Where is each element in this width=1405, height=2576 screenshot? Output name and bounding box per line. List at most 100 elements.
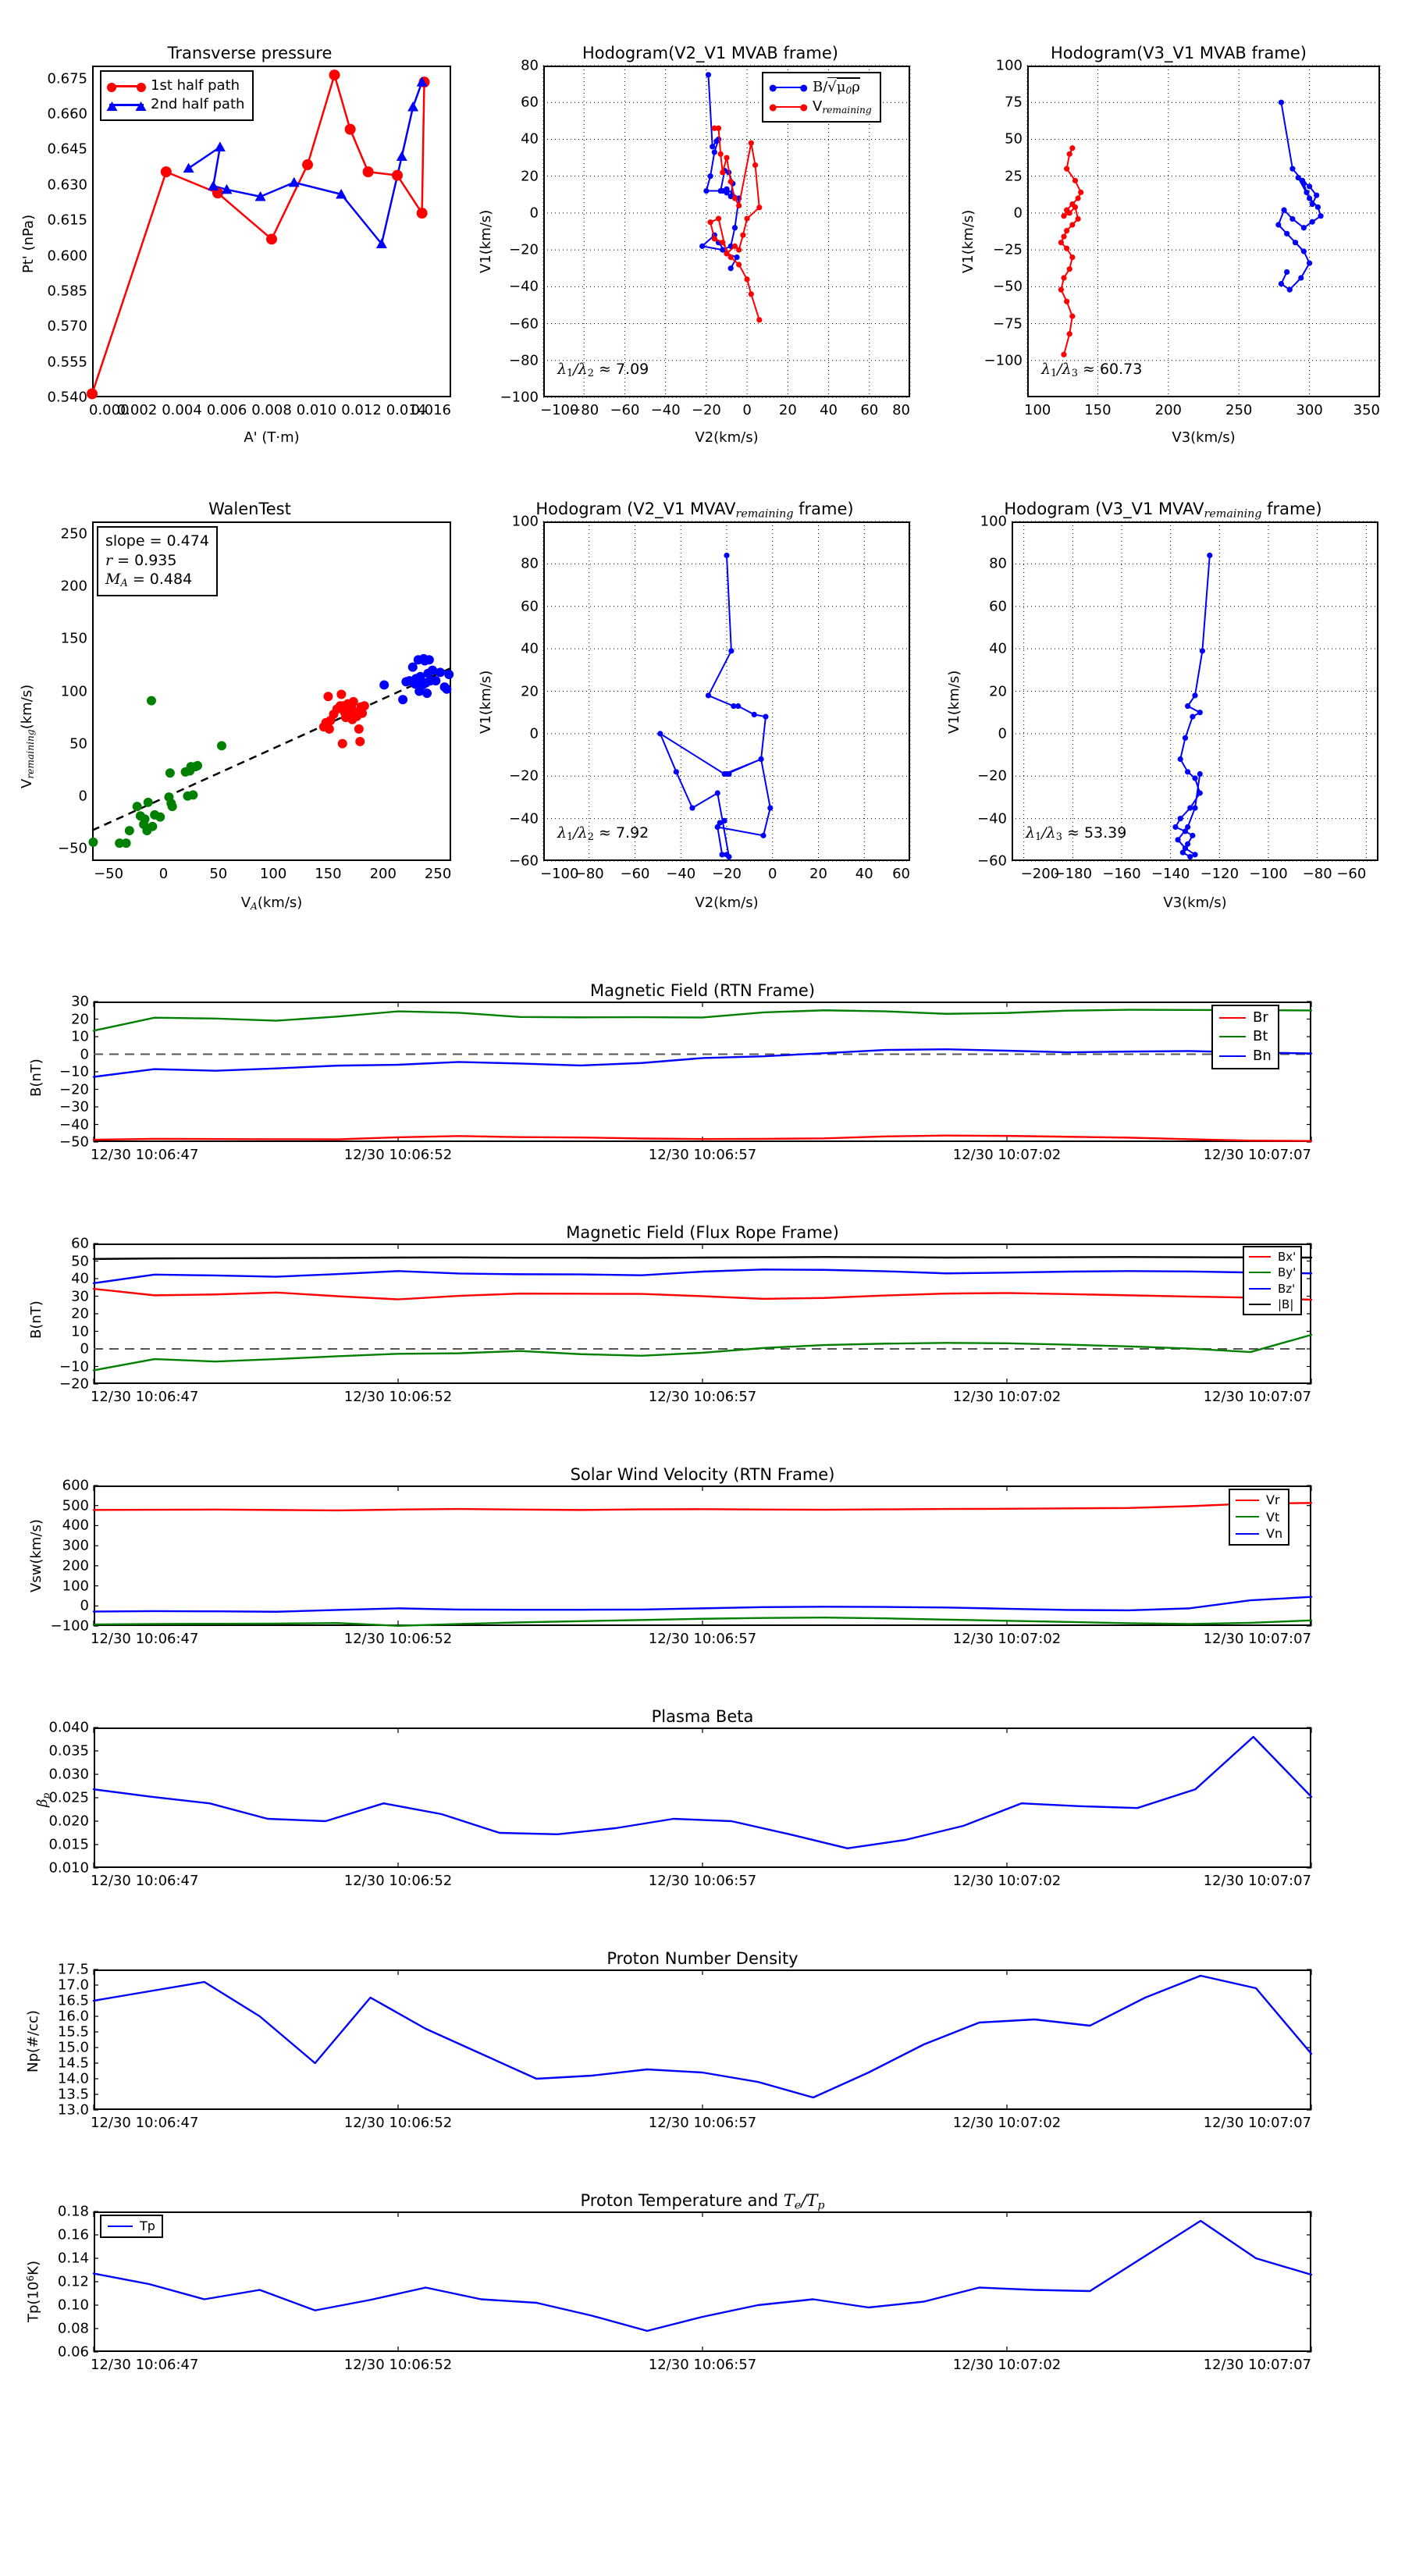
y-tick-label: 20: [521, 168, 539, 185]
eigenvalue-ratio-annotation: λ1/λ2 ≈ 7.09: [557, 361, 649, 380]
y-tick-label: 10: [71, 1323, 89, 1340]
y-tick-label: 0.06: [57, 2343, 89, 2361]
y-tick-label: 100: [995, 57, 1023, 74]
panel-hodogram-v2v1-mvab: Hodogram(V2_V1 MVAB frame) V1(km/s) V2(k…: [461, 8, 929, 461]
y-tick-label: −50: [993, 278, 1023, 295]
x-tick-label: −20: [712, 866, 742, 882]
x-tick-label: 60: [892, 866, 910, 882]
x-tick-label: −40: [650, 402, 681, 418]
y-tick-label: 40: [71, 1270, 89, 1287]
x-axis-label: V3(km/s): [1163, 895, 1227, 911]
x-tick-label: −50: [94, 866, 124, 882]
eigenvalue-ratio-annotation: λ1/λ3 ≈ 60.73: [1041, 361, 1143, 380]
panel-proton-temperature: Proton Temperature and Te/Tp Tp(106K) Tp…: [0, 2190, 1405, 2424]
hodogram3-series-svg: [542, 521, 911, 862]
y-tick-label: 16.5: [57, 1992, 89, 2009]
y-tick-label: 50: [71, 1253, 89, 1269]
x-tick-label: 12/30 10:06:57: [648, 2115, 757, 2131]
x-tick-label: 12/30 10:07:02: [952, 1147, 1062, 1163]
x-tick-label: −160: [1102, 866, 1141, 882]
legend-line-swatch: [108, 2225, 133, 2227]
y-tick-label: 100: [511, 513, 539, 530]
legend-label: Bz': [1278, 1281, 1296, 1296]
x-tick-label: 150: [315, 866, 342, 882]
y-tick-label: 0.010: [48, 1859, 89, 1877]
legend-label: 1st half path: [151, 77, 240, 94]
eigenvalue-ratio-value: 7.92: [615, 824, 649, 841]
y-tick-label: 10: [71, 1028, 89, 1045]
panel-title: Hodogram (V2_V1 MVAVremaining frame): [476, 500, 913, 521]
b-fluxrope-series-svg: [92, 1243, 1313, 1385]
x-tick-label: 12/30 10:07:02: [952, 1389, 1062, 1405]
x-tick-label: 80: [892, 402, 910, 418]
x-tick-label: 12/30 10:06:47: [91, 1873, 199, 1889]
y-tick-label: 600: [62, 1477, 89, 1494]
x-tick-label: 250: [1225, 402, 1253, 418]
x-tick-label: 0: [742, 402, 752, 418]
y-tick-label: 0.08: [57, 2320, 89, 2337]
x-tick-label: 200: [1154, 402, 1182, 418]
y-tick-label: 50: [1005, 130, 1023, 148]
legend-label: |B|: [1278, 1297, 1294, 1311]
eigenvalue-ratio-value: 60.73: [1099, 361, 1143, 378]
legend-line-swatch: [1249, 1256, 1271, 1258]
legend-item: B/√μ0ρ: [769, 77, 872, 98]
y-tick-label: −60: [509, 852, 539, 870]
legend-line-swatch: [1219, 1055, 1246, 1057]
x-tick-label: 40: [820, 402, 838, 418]
y-tick-label: −20: [977, 767, 1007, 785]
x-tick-label: −120: [1200, 866, 1240, 882]
y-tick-label: 0: [1013, 205, 1023, 222]
x-tick-label: 12/30 10:06:57: [648, 1389, 757, 1405]
x-tick-label: 12/30 10:07:07: [1203, 2115, 1311, 2131]
y-tick-label: 40: [521, 640, 539, 657]
x-tick-label: 12/30 10:07:07: [1203, 1389, 1311, 1405]
y-tick-label: 100: [980, 513, 1007, 530]
panel-title-pre: Hodogram (V3_V1 MVAV: [1004, 500, 1204, 518]
walen-stats-box: slope = 0.474 r = 0.935 MA = 0.484: [97, 526, 218, 597]
y-tick-label: −40: [59, 1116, 89, 1133]
vsw-series-svg: [92, 1485, 1313, 1627]
legend-line-swatch: [1249, 1303, 1271, 1305]
plot-area: [1027, 66, 1380, 397]
walen-scatter-svg: [88, 653, 454, 849]
x-axis-label: V2(km/s): [695, 429, 759, 446]
y-tick-label: −20: [59, 1375, 89, 1393]
x-tick-label: 200: [369, 866, 397, 882]
y-tick-label: 80: [521, 57, 539, 74]
pressure-series-svg: [87, 69, 430, 400]
y-tick-label: 200: [60, 578, 87, 595]
x-tick-label: 0.000: [89, 402, 130, 418]
y-tick-label: −20: [509, 241, 539, 258]
panel-title-math: Te/Tp: [783, 2191, 825, 2212]
x-tick-label: 12/30 10:06:52: [343, 2115, 453, 2131]
eigenvalue-ratio-annotation: λ1/λ2 ≈ 7.92: [557, 824, 649, 844]
legend-line-swatch: [1219, 1017, 1246, 1019]
panel-title: Proton Temperature and Te/Tp: [0, 2191, 1405, 2212]
legend-item: 1st half path: [107, 76, 244, 95]
x-tick-label: 0.006: [206, 402, 247, 418]
legend: Bx' By' Bz' |B|: [1243, 1246, 1303, 1315]
legend-item: 2nd half path: [106, 95, 244, 114]
y-tick-label: 20: [71, 1305, 89, 1322]
y-tick-label: 0.020: [48, 1813, 89, 1830]
y-tick-label: 75: [1005, 94, 1023, 111]
legend-item: |B|: [1249, 1297, 1296, 1312]
y-tick-label: 150: [60, 630, 87, 647]
legend-line-swatch: [769, 104, 808, 112]
panel-magnetic-field-flux-rope: Magnetic Field (Flux Rope Frame) B(nT) B…: [0, 1222, 1405, 1425]
y-tick-label: 0.025: [48, 1789, 89, 1806]
panel-title-pre: Proton Temperature and: [580, 2191, 784, 2210]
y-tick-label: 20: [71, 1011, 89, 1027]
y-tick-label: 16.0: [57, 2008, 89, 2025]
x-tick-label: 12/30 10:06:52: [343, 1389, 453, 1405]
x-tick-label: 0.002: [116, 402, 158, 418]
x-tick-label: −20: [691, 402, 721, 418]
legend-line-swatch: [106, 101, 147, 111]
legend-item: Tp: [108, 2218, 155, 2235]
x-tick-label: 100: [1024, 402, 1051, 418]
legend-line-swatch: [1236, 1532, 1259, 1535]
x-tick-label: 0: [158, 866, 169, 882]
x-axis-label: V3(km/s): [1172, 429, 1236, 446]
y-tick-label: 30: [71, 993, 89, 1010]
